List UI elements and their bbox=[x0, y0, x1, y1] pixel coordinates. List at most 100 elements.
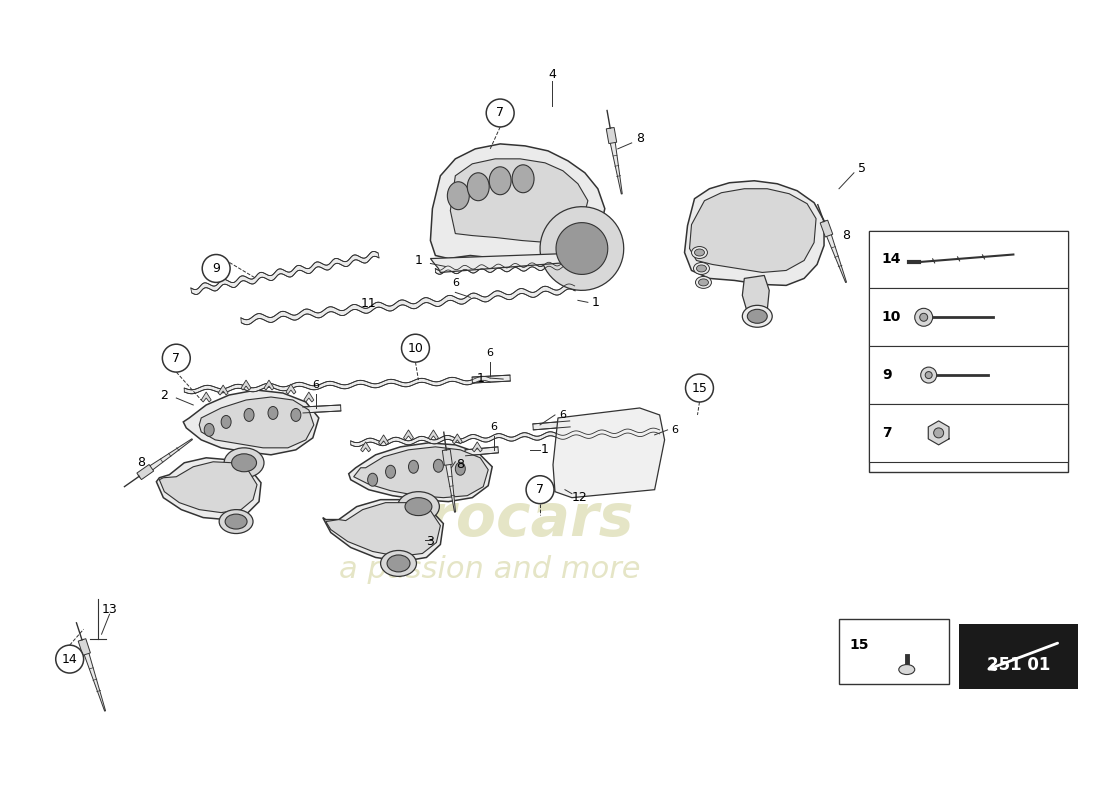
Text: 6: 6 bbox=[559, 410, 566, 420]
Polygon shape bbox=[540, 206, 624, 290]
Ellipse shape bbox=[433, 459, 443, 472]
Polygon shape bbox=[286, 384, 296, 394]
Polygon shape bbox=[444, 450, 455, 512]
Ellipse shape bbox=[696, 265, 706, 272]
Circle shape bbox=[56, 645, 84, 673]
Text: 6: 6 bbox=[486, 348, 494, 358]
Text: 7: 7 bbox=[536, 483, 544, 496]
Text: 3: 3 bbox=[427, 535, 434, 548]
Ellipse shape bbox=[386, 466, 396, 478]
Text: 1: 1 bbox=[541, 443, 549, 456]
Polygon shape bbox=[351, 428, 660, 446]
Polygon shape bbox=[264, 380, 274, 390]
Circle shape bbox=[402, 334, 429, 362]
Text: 7: 7 bbox=[882, 426, 891, 440]
Text: 10: 10 bbox=[882, 310, 901, 324]
Polygon shape bbox=[354, 447, 488, 498]
Polygon shape bbox=[80, 639, 106, 711]
Circle shape bbox=[920, 314, 927, 322]
Text: 6: 6 bbox=[312, 380, 319, 390]
Polygon shape bbox=[349, 443, 492, 502]
Polygon shape bbox=[241, 380, 251, 390]
Ellipse shape bbox=[899, 665, 915, 674]
Ellipse shape bbox=[692, 246, 707, 258]
Text: 4: 4 bbox=[548, 68, 556, 81]
Ellipse shape bbox=[934, 428, 944, 438]
Bar bbox=[958, 624, 1078, 689]
Ellipse shape bbox=[205, 423, 214, 436]
Text: 251 01: 251 01 bbox=[987, 656, 1050, 674]
Ellipse shape bbox=[224, 448, 264, 478]
Text: 8: 8 bbox=[636, 133, 644, 146]
Ellipse shape bbox=[244, 409, 254, 422]
Text: 13: 13 bbox=[101, 602, 118, 616]
Polygon shape bbox=[822, 221, 847, 282]
Polygon shape bbox=[821, 220, 833, 237]
Polygon shape bbox=[684, 181, 824, 286]
Polygon shape bbox=[472, 442, 482, 452]
Text: 1: 1 bbox=[592, 296, 600, 309]
Ellipse shape bbox=[290, 409, 301, 422]
Ellipse shape bbox=[268, 406, 278, 419]
Polygon shape bbox=[136, 465, 154, 480]
Ellipse shape bbox=[695, 277, 712, 288]
Ellipse shape bbox=[468, 173, 490, 201]
Polygon shape bbox=[326, 502, 440, 557]
Polygon shape bbox=[452, 434, 462, 444]
Text: 8: 8 bbox=[842, 229, 850, 242]
Circle shape bbox=[915, 308, 933, 326]
Text: 1: 1 bbox=[415, 254, 422, 267]
Circle shape bbox=[526, 476, 554, 504]
Ellipse shape bbox=[381, 550, 417, 576]
Bar bbox=[869, 230, 1068, 288]
Ellipse shape bbox=[219, 510, 253, 534]
Ellipse shape bbox=[698, 279, 708, 286]
Circle shape bbox=[202, 254, 230, 282]
Polygon shape bbox=[322, 500, 443, 562]
Polygon shape bbox=[450, 159, 587, 242]
Polygon shape bbox=[428, 430, 439, 440]
Text: 15: 15 bbox=[692, 382, 707, 394]
Polygon shape bbox=[928, 421, 949, 445]
Polygon shape bbox=[742, 275, 769, 312]
Ellipse shape bbox=[232, 454, 256, 472]
Text: 7: 7 bbox=[496, 106, 504, 119]
Text: 11: 11 bbox=[361, 297, 376, 310]
Polygon shape bbox=[472, 375, 510, 383]
Circle shape bbox=[163, 344, 190, 372]
Text: 6: 6 bbox=[672, 425, 679, 435]
Polygon shape bbox=[78, 638, 90, 655]
Text: 5: 5 bbox=[858, 162, 866, 175]
Polygon shape bbox=[304, 392, 313, 402]
Text: 10: 10 bbox=[407, 342, 424, 354]
Ellipse shape bbox=[693, 262, 710, 274]
Polygon shape bbox=[690, 189, 816, 273]
Text: 8: 8 bbox=[456, 458, 464, 471]
Polygon shape bbox=[302, 405, 341, 413]
Polygon shape bbox=[404, 430, 414, 440]
Bar bbox=[869, 230, 1068, 472]
Text: 1: 1 bbox=[476, 371, 484, 385]
Polygon shape bbox=[160, 462, 257, 513]
Ellipse shape bbox=[747, 310, 767, 323]
Polygon shape bbox=[190, 251, 380, 294]
Ellipse shape bbox=[387, 555, 410, 572]
Text: 9: 9 bbox=[882, 368, 891, 382]
Bar bbox=[839, 619, 948, 684]
Ellipse shape bbox=[513, 165, 535, 193]
Text: 9: 9 bbox=[212, 262, 220, 275]
Text: 12: 12 bbox=[572, 491, 587, 504]
Text: 14: 14 bbox=[62, 653, 77, 666]
Polygon shape bbox=[138, 438, 192, 478]
Ellipse shape bbox=[221, 415, 231, 429]
Polygon shape bbox=[184, 376, 491, 394]
Text: 2: 2 bbox=[161, 389, 168, 402]
Ellipse shape bbox=[397, 492, 439, 522]
Ellipse shape bbox=[490, 167, 512, 194]
Circle shape bbox=[685, 374, 714, 402]
Polygon shape bbox=[553, 408, 664, 498]
Text: 6: 6 bbox=[491, 422, 497, 432]
Ellipse shape bbox=[408, 460, 418, 474]
Ellipse shape bbox=[405, 498, 432, 515]
Polygon shape bbox=[606, 127, 617, 143]
